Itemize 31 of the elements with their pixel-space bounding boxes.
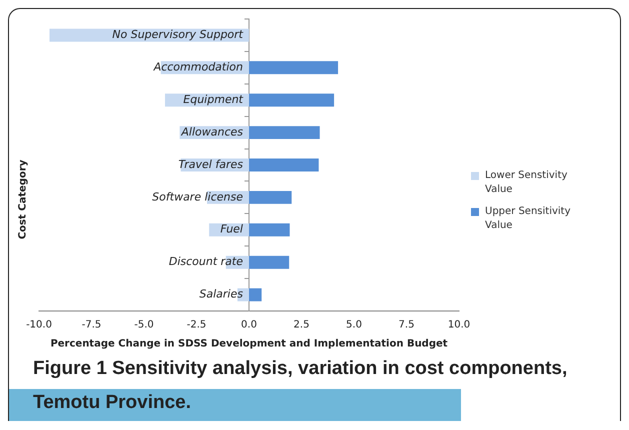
legend-label: Lower Senstivity Value bbox=[485, 169, 568, 197]
legend-label: Upper Sensitivity Value bbox=[485, 205, 572, 233]
x-tick-label: 7.5 bbox=[398, 320, 414, 331]
y-tick-label: Equipment bbox=[183, 92, 244, 106]
bar bbox=[249, 126, 320, 140]
y-axis-title: Cost Category bbox=[18, 159, 28, 239]
bar bbox=[249, 158, 319, 172]
text: Figure 1 Sensitivity analysis, variation in cost components, Temotu Province. bbox=[33, 357, 568, 415]
x-tick-label: 0.0 bbox=[241, 320, 257, 331]
y-tick-label: Discount rate bbox=[168, 255, 244, 268]
y-tick-label: Software license bbox=[152, 190, 244, 204]
x-tick-label: 2.5 bbox=[294, 320, 310, 331]
y-tick-label: Allowances bbox=[180, 125, 244, 138]
bar bbox=[249, 288, 262, 302]
x-tick-label: -2.5 bbox=[186, 320, 206, 331]
y-tick-label: Salaries bbox=[199, 288, 244, 301]
bar bbox=[249, 61, 338, 74]
y-tick-label: Fuel bbox=[220, 222, 243, 236]
bar bbox=[249, 223, 290, 236]
x-tick-label: -5.0 bbox=[134, 320, 154, 331]
bar bbox=[249, 256, 290, 269]
y-tick-label: Travel fares bbox=[178, 158, 244, 171]
x-tick-label: 5.0 bbox=[346, 320, 362, 331]
y-tick-label: Accommodation bbox=[152, 60, 244, 74]
bar bbox=[249, 94, 334, 107]
x-tick-label: -7.5 bbox=[82, 320, 102, 331]
x-axis-title: Percentage Change in SDSS Development and Implementation Budget bbox=[50, 338, 448, 350]
y-tick-label: No Supervisory Support bbox=[112, 28, 244, 42]
bar bbox=[249, 190, 292, 204]
x-tick-label: 10.0 bbox=[448, 320, 470, 331]
x-tick-label: -10.0 bbox=[26, 320, 52, 331]
